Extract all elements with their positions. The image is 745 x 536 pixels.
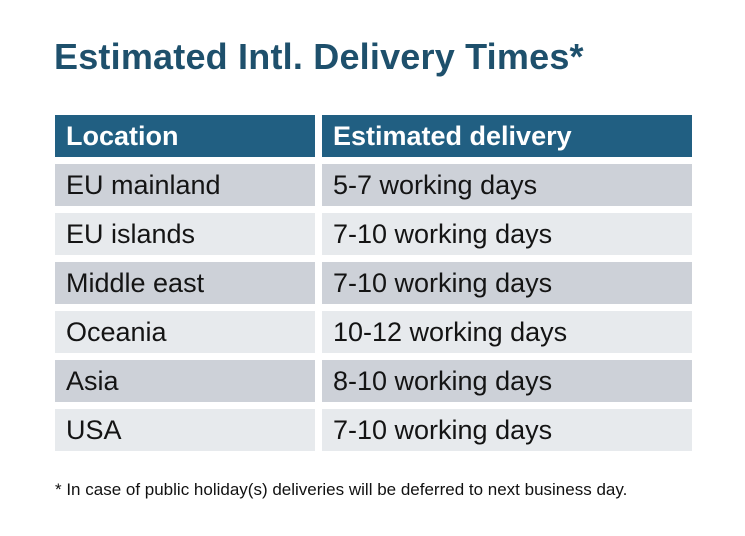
location-cell: EU mainland [55,164,315,206]
location-cell: Middle east [55,262,315,304]
delivery-cell: 5-7 working days [322,164,692,206]
location-cell: Asia [55,360,315,402]
delivery-cell: 7-10 working days [322,409,692,451]
delivery-times-table: Location Estimated delivery EU mainland … [55,115,692,451]
location-cell: Oceania [55,311,315,353]
delivery-cell: 7-10 working days [322,213,692,255]
delivery-cell: 7-10 working days [322,262,692,304]
page-title: Estimated Intl. Delivery Times* [54,36,584,77]
column-header-location: Location [55,115,315,157]
column-header-estimated-delivery: Estimated delivery [322,115,692,157]
delivery-cell: 8-10 working days [322,360,692,402]
footnote: * In case of public holiday(s) deliverie… [55,480,628,499]
delivery-cell: 10-12 working days [322,311,692,353]
location-cell: USA [55,409,315,451]
location-cell: EU islands [55,213,315,255]
